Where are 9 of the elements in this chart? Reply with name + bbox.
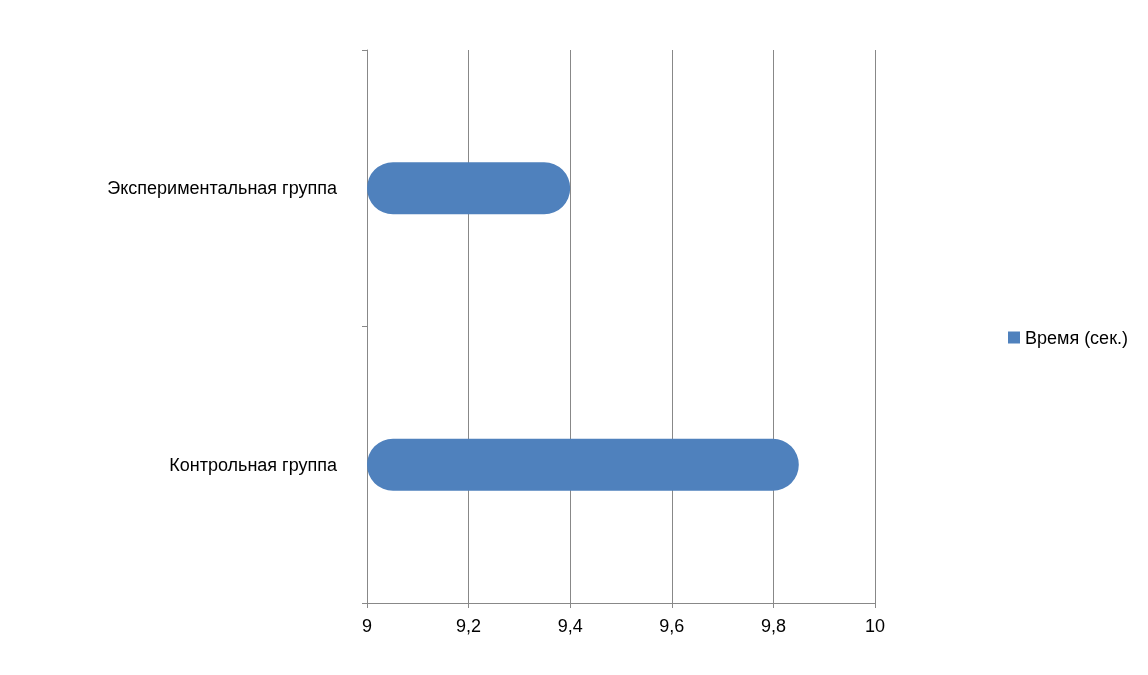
x-tick-label: 9,8 bbox=[760, 616, 786, 636]
legend-label: Время (сек.) bbox=[1024, 327, 1129, 348]
y-tick-label: Контрольная группа bbox=[169, 454, 338, 475]
x-tick-label: 9,4 bbox=[557, 616, 583, 636]
y-tick-label: Экспериментальная группа bbox=[107, 178, 338, 199]
x-tick-label: 9 bbox=[361, 616, 373, 636]
x-tick-label: 9,2 bbox=[456, 616, 482, 636]
x-tick-label: 9,6 bbox=[659, 616, 685, 636]
x-tick-label: 10 bbox=[864, 616, 886, 636]
